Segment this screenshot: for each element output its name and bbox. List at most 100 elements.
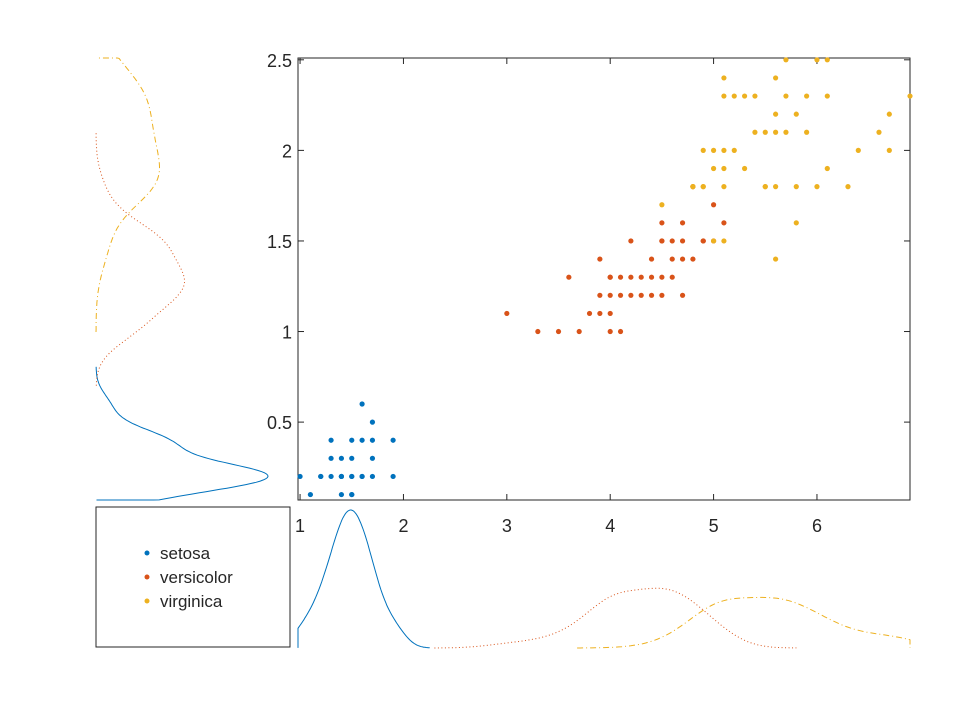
y-tick-label-1: 1 — [282, 323, 292, 343]
x-marginal-density — [297, 509, 911, 649]
point-setosa-21 — [369, 437, 376, 443]
point-versicolor-27 — [659, 292, 665, 298]
point-setosa-3 — [328, 473, 334, 480]
point-versicolor-31 — [679, 292, 686, 298]
y-tick-label-4: 2.5 — [267, 51, 292, 71]
point-versicolor-10 — [607, 292, 613, 298]
point-versicolor-4 — [576, 328, 582, 335]
point-setosa-25 — [318, 473, 324, 480]
legend-label-versicolor: versicolor — [160, 568, 233, 587]
plot-area-frame — [297, 57, 911, 501]
point-versicolor-21 — [648, 292, 655, 298]
x-tick-label-0: 1 — [295, 516, 305, 536]
point-virginica-15 — [741, 165, 748, 172]
point-virginica-43 — [886, 147, 892, 153]
point-virginica-17 — [752, 129, 758, 135]
point-versicolor-1 — [535, 328, 541, 335]
point-setosa-27 — [349, 491, 355, 498]
x-tick-label-5: 6 — [812, 516, 822, 536]
point-setosa-4 — [328, 455, 334, 461]
point-virginica-38 — [824, 57, 830, 63]
point-versicolor-35 — [690, 256, 696, 262]
point-virginica-25 — [773, 75, 779, 81]
point-versicolor-26 — [659, 220, 665, 226]
point-versicolor-14 — [617, 274, 624, 280]
point-versicolor-2 — [555, 328, 562, 335]
point-virginica-30 — [793, 184, 799, 190]
point-virginica-18 — [752, 93, 758, 99]
point-setosa-22 — [369, 419, 376, 425]
point-versicolor-0 — [504, 310, 510, 317]
point-virginica-8 — [721, 238, 727, 244]
legend-marker-virginica — [144, 598, 150, 604]
point-virginica-34 — [814, 184, 820, 190]
x-tick-label-4: 5 — [709, 516, 719, 536]
y-tick-label-2: 1.5 — [267, 232, 292, 252]
point-versicolor-39 — [710, 202, 717, 208]
point-setosa-12 — [349, 455, 355, 461]
point-virginica-22 — [773, 256, 779, 262]
x-axis: 1 2 3 4 5 6 — [295, 58, 822, 536]
y-density-setosa — [95, 366, 269, 501]
point-setosa-19 — [369, 473, 376, 480]
point-versicolor-19 — [638, 274, 644, 280]
point-versicolor-22 — [648, 274, 655, 280]
point-virginica-21 — [762, 184, 768, 190]
point-virginica-13 — [731, 147, 737, 153]
point-setosa-6 — [338, 491, 345, 498]
point-setosa-23 — [390, 473, 396, 480]
point-virginica-9 — [721, 184, 727, 190]
x-tick-label-1: 2 — [398, 516, 408, 536]
y-tick-label-0: 0.5 — [267, 413, 292, 433]
point-versicolor-8 — [597, 256, 603, 262]
point-virginica-10 — [721, 165, 727, 172]
point-versicolor-29 — [669, 256, 675, 262]
point-virginica-37 — [824, 93, 830, 99]
point-versicolor-5 — [586, 310, 593, 317]
y-axis: 0.5 1 1.5 2 2.5 — [267, 51, 910, 433]
y-density-versicolor — [95, 132, 185, 386]
point-setosa-13 — [349, 437, 355, 443]
point-versicolor-16 — [628, 274, 634, 280]
point-setosa-17 — [359, 401, 365, 407]
point-versicolor-12 — [607, 310, 613, 317]
point-setosa-1 — [307, 491, 314, 498]
point-virginica-20 — [762, 129, 768, 135]
point-versicolor-32 — [679, 256, 686, 262]
x-density-virginica — [577, 596, 911, 649]
point-virginica-26 — [783, 129, 789, 135]
point-virginica-33 — [804, 93, 810, 99]
point-versicolor-7 — [597, 292, 603, 298]
point-versicolor-17 — [628, 238, 634, 244]
point-virginica-31 — [793, 111, 799, 117]
point-virginica-11 — [721, 93, 727, 99]
point-virginica-6 — [710, 165, 717, 172]
point-virginica-2 — [690, 184, 696, 190]
point-virginica-12 — [721, 75, 727, 81]
x-tick-label-3: 4 — [605, 516, 615, 536]
x-tick-label-2: 3 — [502, 516, 512, 536]
point-virginica-35 — [814, 57, 820, 63]
point-versicolor-43 — [659, 238, 665, 244]
point-versicolor-3 — [566, 274, 572, 280]
x-density-versicolor — [434, 587, 797, 649]
point-virginica-32 — [804, 129, 810, 135]
point-virginica-14 — [731, 93, 737, 99]
point-versicolor-24 — [659, 274, 665, 280]
point-versicolor-41 — [721, 220, 727, 226]
point-versicolor-6 — [597, 310, 603, 317]
point-versicolor-23 — [648, 256, 655, 262]
point-setosa-24 — [390, 437, 396, 443]
point-setosa-16 — [359, 437, 365, 443]
legend: setosa versicolor virginica — [95, 506, 291, 648]
point-virginica-40 — [855, 147, 861, 153]
point-setosa-0 — [297, 473, 303, 480]
point-versicolor-9 — [607, 328, 613, 335]
point-versicolor-34 — [679, 220, 686, 226]
point-setosa-14 — [349, 473, 355, 480]
point-versicolor-42 — [607, 274, 613, 280]
point-virginica-44 — [907, 93, 913, 99]
point-virginica-27 — [783, 93, 789, 99]
point-setosa-5 — [328, 437, 334, 443]
